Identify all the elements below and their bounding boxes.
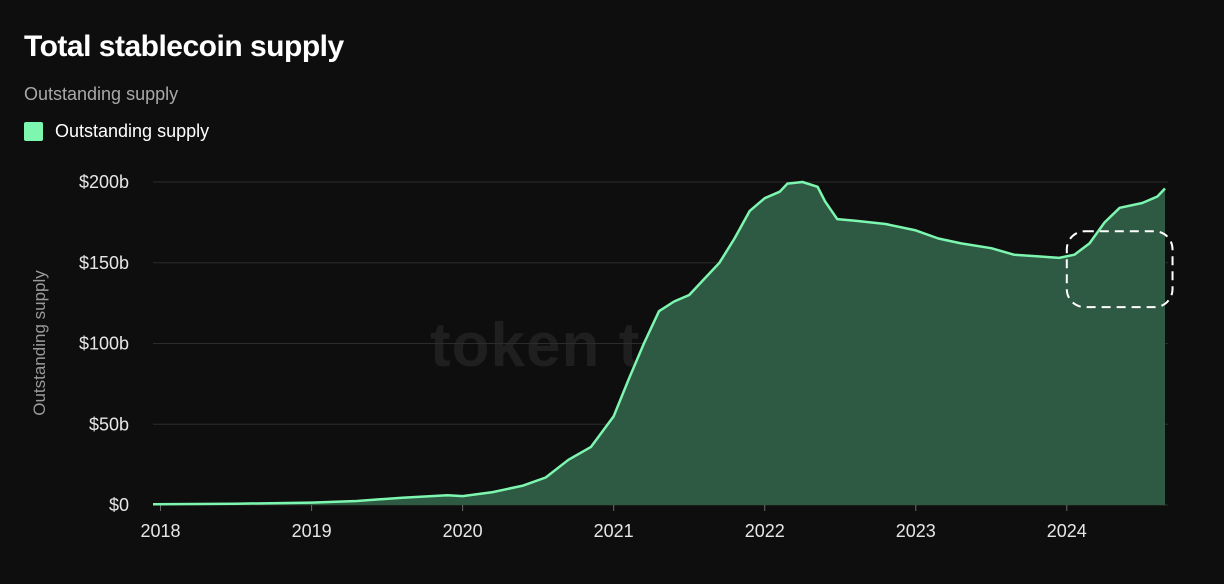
x-tick-label: 2021 bbox=[594, 521, 634, 541]
y-tick-label: $200b bbox=[79, 172, 129, 192]
y-tick-label: $50b bbox=[89, 414, 129, 434]
chart-subtitle: Outstanding supply bbox=[24, 84, 179, 104]
y-tick-label: $100b bbox=[79, 334, 129, 354]
x-tick-label: 2020 bbox=[443, 521, 483, 541]
x-tick-label: 2018 bbox=[141, 521, 181, 541]
y-tick-label: $0 bbox=[109, 495, 129, 515]
series-line bbox=[152, 180, 1166, 506]
x-tick-label: 2019 bbox=[292, 521, 332, 541]
x-tick-label: 2023 bbox=[896, 521, 936, 541]
series-area bbox=[153, 182, 1165, 505]
x-tick-label: 2022 bbox=[745, 521, 785, 541]
legend-label: Outstanding supply bbox=[55, 121, 210, 141]
legend[interactable]: Outstanding supply bbox=[24, 121, 209, 142]
y-tick-label: $150b bbox=[79, 253, 129, 273]
x-tick-label: 2024 bbox=[1047, 521, 1087, 541]
highlight-box bbox=[1065, 230, 1174, 309]
chart-title: Total stablecoin supply bbox=[24, 30, 344, 63]
legend-swatch bbox=[24, 122, 43, 141]
